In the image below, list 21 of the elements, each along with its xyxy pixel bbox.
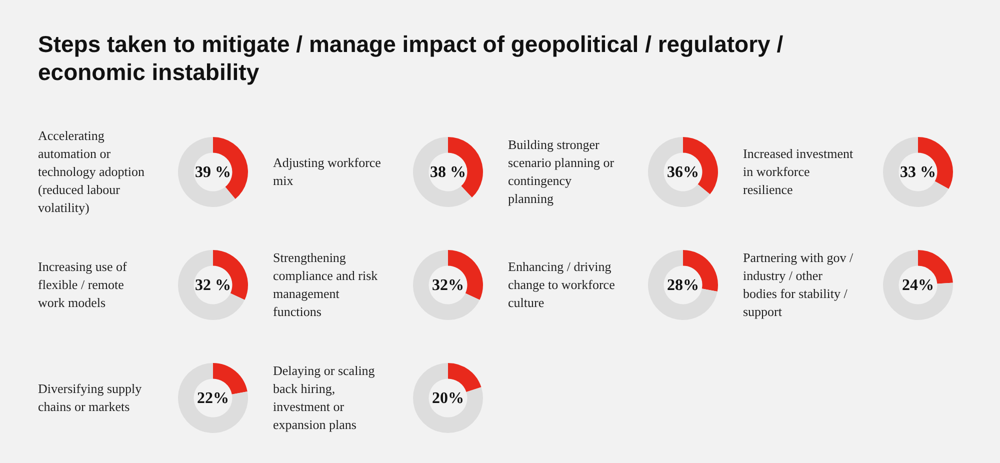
text: 39 % xyxy=(195,164,231,182)
text: 22% xyxy=(197,390,229,408)
text: 28% xyxy=(667,277,699,294)
text: Enhancing / driving change to workforce culture xyxy=(508,258,616,312)
text: Partnering with gov / industry / other bodies for stability / support xyxy=(743,249,854,321)
text: 20% xyxy=(432,390,464,408)
text: Diversifying supply chains or markets xyxy=(38,380,143,416)
text: 36% xyxy=(667,164,699,182)
text: Adjusting workforce mix xyxy=(273,154,382,190)
text: Increasing use of flexible / remote work models xyxy=(38,258,128,312)
text: 24% xyxy=(902,277,934,294)
text: 32% xyxy=(432,277,464,294)
text: 38 % xyxy=(430,164,466,182)
text: Building stronger scenario planning or contingency planning xyxy=(508,136,616,208)
text: 32 % xyxy=(195,277,231,294)
text: Delaying or scaling back hiring, investment or expansion plans xyxy=(273,362,376,434)
text: 33 % xyxy=(900,164,936,182)
text: Strengthening compliance and risk management functions xyxy=(273,249,379,321)
text: Increased investment in workforce resilience xyxy=(743,145,854,199)
text: Accelerating automation or technology adoption (reduced labour volatility) xyxy=(38,127,146,217)
text: Steps taken to mitigate / manage impact of geopolitical / regulatory / economic instability xyxy=(38,30,784,86)
